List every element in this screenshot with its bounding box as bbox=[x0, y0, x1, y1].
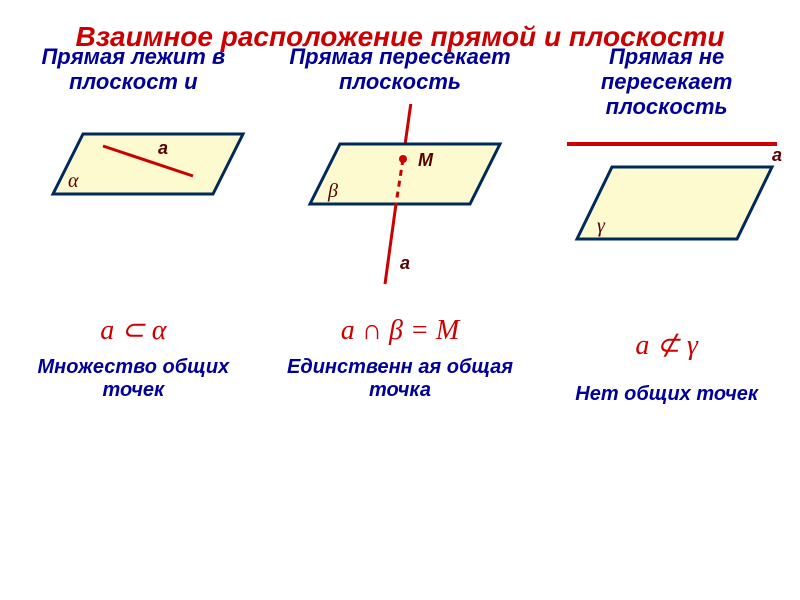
col-header: Прямая пересекает плоскость bbox=[280, 44, 520, 95]
line-label: a bbox=[158, 138, 168, 158]
col-in-plane: Прямая лежит в плоскост и a α a ⊂ α Множ… bbox=[13, 44, 253, 406]
diagram-intersects: M β a bbox=[280, 104, 520, 304]
formula: a ⊄ γ bbox=[547, 329, 787, 363]
formula: a ⊂ α bbox=[13, 314, 253, 348]
line-label: a bbox=[400, 253, 410, 273]
line-label: a bbox=[772, 145, 782, 165]
col-header: Прямая лежит в плоскост и bbox=[13, 44, 253, 95]
description: Нет общих точек bbox=[547, 383, 787, 406]
point-m bbox=[399, 155, 407, 163]
description: Множество общих точек bbox=[13, 356, 253, 402]
diagram-in-plane: a α bbox=[13, 104, 253, 274]
plane-label: γ bbox=[597, 215, 606, 237]
col-parallel: Прямая не пересекает плоскость a γ a ⊄ γ… bbox=[547, 44, 787, 406]
point-label: M bbox=[418, 150, 434, 170]
description: Единственн ая общая точка bbox=[280, 356, 520, 402]
col-header: Прямая не пересекает плоскость bbox=[547, 44, 787, 120]
formula: a ∩ β = M bbox=[280, 314, 520, 348]
diagram-columns: Прямая лежит в плоскост и a α a ⊂ α Множ… bbox=[0, 44, 800, 406]
plane-shape bbox=[53, 134, 243, 194]
col-intersects: Прямая пересекает плоскость M β a a ∩ β … bbox=[280, 44, 520, 406]
plane-label: β bbox=[327, 180, 338, 202]
plane-shape bbox=[577, 167, 772, 239]
plane-shape bbox=[310, 144, 500, 204]
diagram-parallel: a γ bbox=[547, 129, 787, 299]
plane-label: α bbox=[68, 170, 79, 192]
line-bottom bbox=[385, 204, 396, 284]
